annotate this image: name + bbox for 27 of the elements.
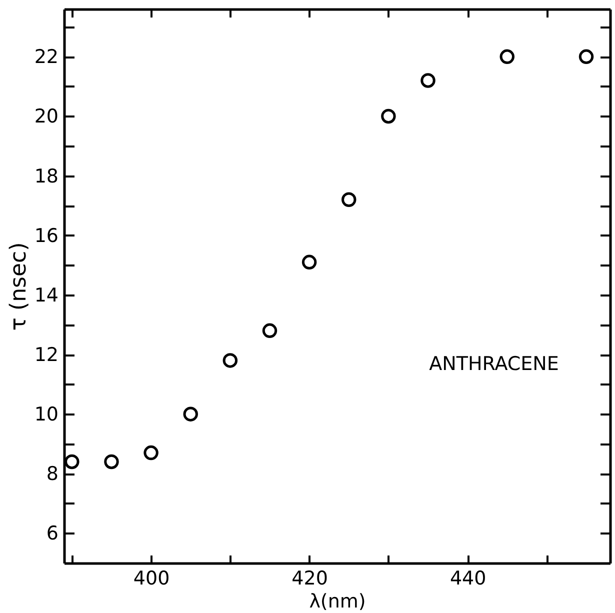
point <box>500 49 515 64</box>
y-tick-label: 10 <box>34 404 58 426</box>
y-tick-label: 12 <box>34 344 58 366</box>
y-tick-label: 20 <box>34 106 58 128</box>
annotation: ANTHRACENE <box>429 353 559 375</box>
point <box>183 406 198 422</box>
x-tick-label: 400 <box>133 568 170 590</box>
point <box>341 192 356 207</box>
y-tick-label: 14 <box>34 284 58 306</box>
y-tick-label: 18 <box>34 165 58 188</box>
point <box>262 323 278 338</box>
x-axis-title: λ(nm) <box>309 590 366 612</box>
x-tick-label: 440 <box>450 568 486 590</box>
x-tick-label: 420 <box>292 568 328 590</box>
y-tick-label: 6 <box>46 522 58 545</box>
y-tick-label: 16 <box>34 224 58 247</box>
point <box>222 353 238 368</box>
point <box>144 445 158 460</box>
point <box>104 454 119 470</box>
point <box>64 454 80 470</box>
point <box>420 73 436 88</box>
y-tick-label: 8 <box>46 463 58 486</box>
point <box>302 254 317 270</box>
point <box>578 49 594 64</box>
point <box>381 108 396 124</box>
y-tick-label: 22 <box>34 46 58 68</box>
y-axis-title: τ (nsec) <box>6 242 32 331</box>
